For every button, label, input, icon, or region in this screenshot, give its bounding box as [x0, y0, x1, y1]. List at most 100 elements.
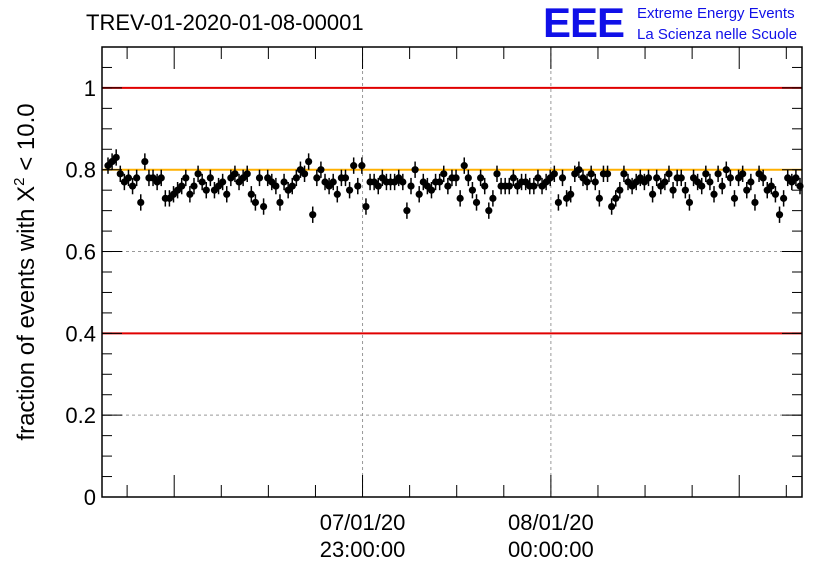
- data-point: [464, 174, 472, 182]
- data-point: [702, 170, 710, 178]
- data-point: [477, 174, 485, 182]
- data-point: [186, 190, 194, 198]
- y-axis-label: fraction of events with X2 < 10.0: [11, 103, 40, 440]
- data-point: [219, 178, 227, 186]
- x-tick-label-time: 23:00:00: [320, 537, 406, 562]
- plot-frame: [101, 46, 803, 498]
- data-point: [792, 174, 800, 182]
- data-point: [698, 182, 706, 190]
- data-point: [620, 170, 628, 178]
- data-point: [259, 202, 268, 211]
- data-point: [775, 211, 784, 219]
- data-point: [534, 174, 542, 182]
- data-point: [669, 186, 677, 194]
- data-point: [612, 194, 620, 202]
- data-point: [305, 157, 313, 166]
- data-point: [243, 170, 251, 178]
- data-point: [350, 162, 358, 170]
- data-point: [722, 166, 730, 174]
- data-point: [558, 174, 567, 182]
- data-point: [747, 178, 755, 186]
- data-point: [751, 198, 759, 207]
- data-point: [358, 162, 366, 170]
- data-point: [472, 198, 481, 207]
- y-tick-label: 0: [84, 485, 96, 510]
- data-point: [415, 190, 423, 198]
- data-point: [354, 182, 362, 190]
- data-point: [653, 174, 661, 182]
- data-point: [280, 178, 288, 186]
- data-point: [407, 182, 415, 190]
- data-point: [452, 174, 460, 182]
- data-point: [276, 198, 284, 207]
- data-point: [133, 174, 141, 182]
- data-point: [608, 202, 616, 211]
- data-point: [345, 186, 354, 194]
- y-axis-label-suffix: < 10.0: [13, 103, 40, 177]
- data-point: [206, 174, 214, 182]
- data-point: [231, 170, 239, 178]
- data-point: [567, 190, 575, 198]
- data-point: [644, 174, 653, 182]
- data-point: [616, 186, 624, 194]
- y-tick-label: 0.4: [65, 321, 96, 346]
- grid-lines: [102, 47, 802, 497]
- data-point: [595, 194, 603, 202]
- data-point: [505, 182, 513, 190]
- data-point: [288, 182, 296, 190]
- data-point: [436, 178, 444, 186]
- data-point: [403, 207, 411, 215]
- reference-lines: [102, 86, 802, 335]
- data-point: [681, 186, 689, 194]
- data-point: [124, 174, 133, 182]
- data-point: [554, 198, 563, 207]
- data-point: [743, 186, 751, 194]
- data-point: [685, 198, 694, 207]
- logo-line-2: La Scienza nelle Scuole: [637, 26, 798, 43]
- data-point: [714, 170, 722, 178]
- data-point: [309, 211, 317, 219]
- data-point: [137, 198, 145, 207]
- data-point: [710, 190, 718, 198]
- svg-text:fraction of events with X2 < 1: fraction of events with X2 < 10.0: [11, 103, 40, 440]
- data-point: [730, 194, 739, 202]
- data-point: [440, 170, 448, 178]
- data-point: [587, 170, 595, 178]
- data-point: [718, 182, 726, 190]
- y-axis-label-symbol: X: [13, 186, 40, 202]
- data-point: [780, 194, 788, 202]
- data-point: [198, 178, 206, 186]
- data-points: [104, 149, 804, 223]
- data-point: [128, 182, 137, 190]
- data-point: [202, 186, 210, 194]
- data-point: [141, 157, 149, 166]
- y-axis-label-prefix: fraction of events with: [13, 202, 40, 441]
- data-point: [485, 207, 493, 215]
- data-point: [112, 153, 120, 162]
- chart-title: TREV-01-2020-01-08-00001: [86, 10, 364, 35]
- data-point: [116, 170, 124, 178]
- data-point: [362, 202, 370, 211]
- data-point: [427, 186, 436, 194]
- x-tick-label-time: 00:00:00: [508, 537, 594, 562]
- data-point: [444, 182, 452, 190]
- data-point: [178, 182, 186, 190]
- data-point: [468, 186, 477, 194]
- data-point: [313, 174, 321, 182]
- data-point: [300, 170, 309, 178]
- y-axis-label-sup: 2: [11, 177, 28, 185]
- data-point: [661, 178, 669, 186]
- data-point: [583, 178, 591, 186]
- data-point: [677, 174, 685, 182]
- data-point: [481, 182, 489, 190]
- data-point: [157, 174, 165, 182]
- data-point: [603, 170, 612, 178]
- y-tick-label: 0.2: [65, 403, 96, 428]
- data-point: [665, 170, 673, 178]
- data-point: [374, 182, 382, 190]
- data-point: [247, 190, 255, 198]
- data-point: [399, 178, 407, 186]
- data-point: [411, 166, 419, 174]
